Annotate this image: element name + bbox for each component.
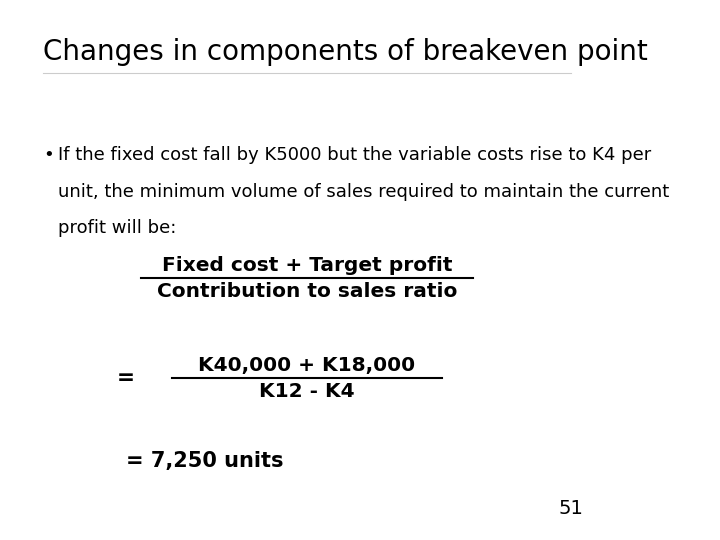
Text: Fixed cost + Target profit: Fixed cost + Target profit <box>161 256 452 275</box>
Text: K40,000 + K18,000: K40,000 + K18,000 <box>198 356 415 375</box>
Text: profit will be:: profit will be: <box>58 219 176 237</box>
Text: unit, the minimum volume of sales required to maintain the current: unit, the minimum volume of sales requir… <box>58 183 670 200</box>
Text: K12 - K4: K12 - K4 <box>259 382 355 401</box>
Text: If the fixed cost fall by K5000 but the variable costs rise to K4 per: If the fixed cost fall by K5000 but the … <box>58 146 652 164</box>
Text: =: = <box>117 368 135 388</box>
Text: Changes in components of breakeven point: Changes in components of breakeven point <box>43 38 648 66</box>
Text: Contribution to sales ratio: Contribution to sales ratio <box>157 282 457 301</box>
Text: = 7,250 units: = 7,250 units <box>126 451 283 471</box>
Text: 51: 51 <box>558 500 583 518</box>
Text: •: • <box>43 146 54 164</box>
